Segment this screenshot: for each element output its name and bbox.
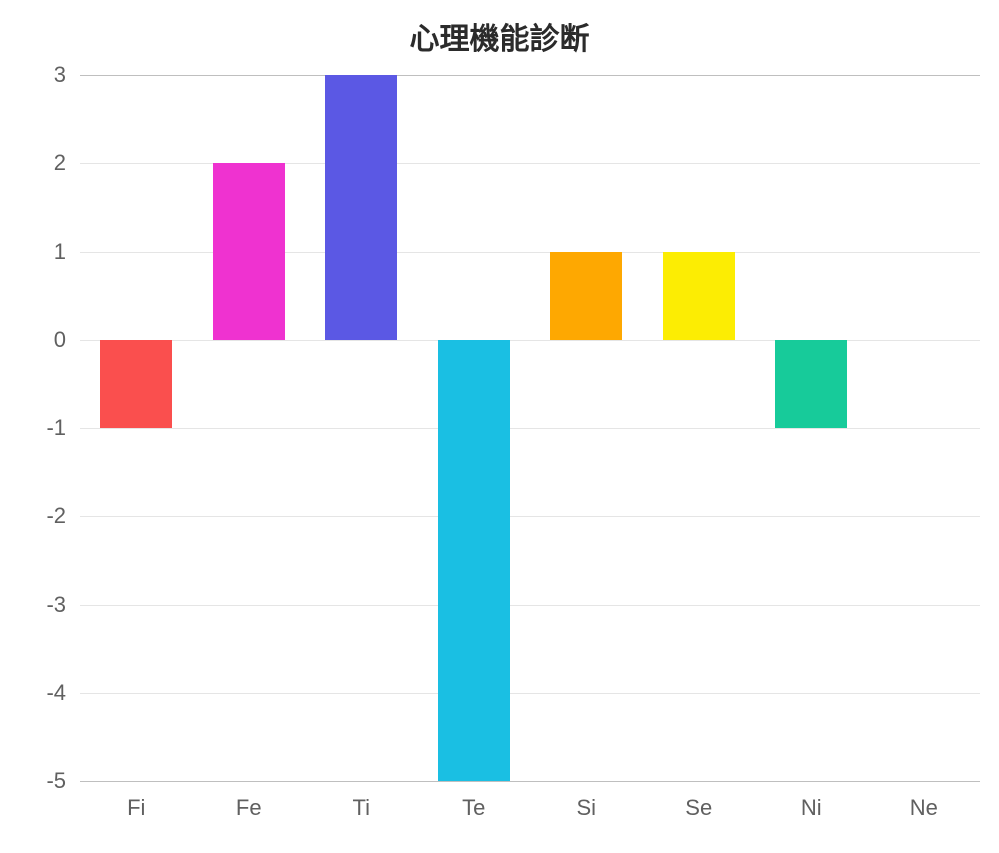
chart-title: 心理機能診断 — [0, 14, 999, 58]
y-tick-label: 0 — [26, 327, 66, 353]
gridline — [80, 428, 980, 429]
x-tick-label: Te — [462, 795, 485, 821]
chart-container: 心理機能診断 3210-1-2-3-4-5FiFeTiTeSiSeNiNe — [0, 0, 999, 853]
bar-fe — [213, 163, 285, 340]
y-tick-label: 2 — [26, 150, 66, 176]
bar-te — [438, 340, 510, 781]
y-tick-label: 1 — [26, 239, 66, 265]
x-tick-label: Ni — [801, 795, 822, 821]
y-tick-label: 3 — [26, 62, 66, 88]
y-tick-label: -3 — [26, 592, 66, 618]
y-tick-label: -1 — [26, 415, 66, 441]
gridline — [80, 605, 980, 606]
x-tick-label: Ti — [352, 795, 370, 821]
gridline — [80, 75, 980, 76]
gridline — [80, 781, 980, 782]
x-tick-label: Fe — [236, 795, 262, 821]
gridline — [80, 693, 980, 694]
y-tick-label: -5 — [26, 768, 66, 794]
bar-fi — [100, 340, 172, 428]
x-tick-label: Si — [576, 795, 596, 821]
gridline — [80, 516, 980, 517]
bar-ni — [775, 340, 847, 428]
y-tick-label: -4 — [26, 680, 66, 706]
bar-ti — [325, 75, 397, 340]
plot-area: 3210-1-2-3-4-5FiFeTiTeSiSeNiNe — [80, 74, 980, 781]
bar-si — [550, 252, 622, 340]
bar-se — [663, 252, 735, 340]
x-tick-label: Fi — [127, 795, 145, 821]
x-tick-label: Se — [685, 795, 712, 821]
y-tick-label: -2 — [26, 503, 66, 529]
x-tick-label: Ne — [910, 795, 938, 821]
